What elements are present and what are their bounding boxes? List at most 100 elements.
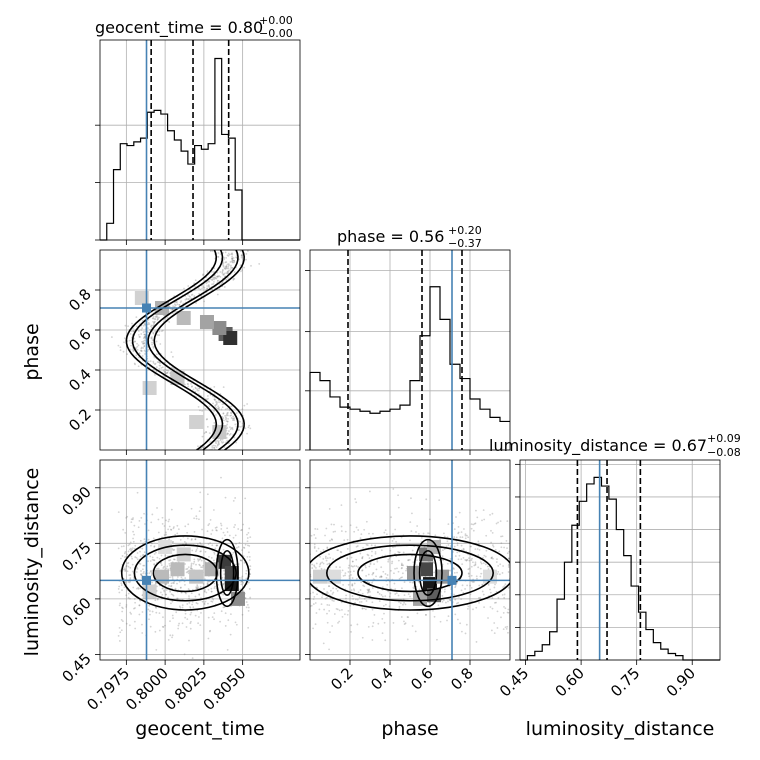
scatter-point: [202, 286, 205, 288]
scatter-point: [179, 586, 182, 589]
scatter-point: [364, 564, 367, 567]
scatter-point: [181, 606, 184, 609]
scatter-point: [124, 531, 127, 534]
scatter-point: [406, 638, 409, 641]
scatter-point: [312, 627, 314, 630]
scatter-point: [130, 518, 133, 521]
scatter-point: [208, 405, 211, 408]
scatter-point: [221, 416, 224, 418]
scatter-point: [151, 317, 154, 320]
scatter-point: [244, 497, 247, 500]
scatter-point: [235, 543, 237, 545]
scatter-point: [194, 387, 197, 390]
scatter-point: [467, 607, 469, 610]
scatter-point: [474, 548, 477, 551]
scatter-point: [201, 528, 203, 531]
scatter-point: [232, 257, 235, 259]
panel-luminosity-distance-vs-geocent-time-frame: [99, 459, 301, 661]
scatter-point: [161, 516, 164, 519]
scatter-point: [319, 563, 322, 566]
y-tick-label-phase: 0.6: [65, 325, 95, 355]
scatter-point: [337, 621, 339, 624]
scatter-point: [447, 544, 450, 546]
scatter-point: [314, 623, 317, 626]
scatter-point: [165, 369, 168, 372]
scatter-point: [336, 608, 339, 611]
scatter-point: [491, 544, 494, 547]
scatter-point: [166, 371, 169, 374]
scatter-point: [134, 363, 136, 366]
scatter-point: [134, 346, 137, 349]
title-luminosity-distance-plus: +0.09: [707, 432, 741, 445]
scatter-point: [224, 267, 227, 270]
scatter-point: [161, 587, 164, 590]
scatter-point: [229, 261, 232, 263]
scatter-point: [449, 569, 452, 572]
panel-grid: [310, 460, 510, 660]
scatter-point: [397, 559, 400, 562]
scatter-point: [156, 334, 159, 336]
scatter-point: [416, 564, 418, 567]
scatter-point: [211, 279, 214, 282]
scatter-point: [190, 538, 193, 541]
scatter-point: [214, 398, 216, 401]
scatter-point: [397, 506, 400, 509]
contours: [125, 250, 245, 450]
scatter-point: [359, 589, 362, 591]
scatter-point: [201, 435, 204, 438]
scatter-point: [170, 585, 172, 588]
hist-line-geocent-time: [100, 57, 300, 241]
scatter-point: [222, 412, 225, 415]
scatter-point: [246, 533, 248, 536]
y-tick-label-luminosity-distance: 0.45: [58, 650, 94, 686]
scatter-point: [163, 371, 166, 373]
scatter-point: [320, 567, 323, 570]
scatter-point: [380, 575, 383, 578]
scatter-point: [124, 567, 126, 570]
scatter-point: [474, 563, 477, 565]
scatter-point: [224, 268, 227, 270]
scatter-point: [144, 353, 146, 355]
scatter-point: [131, 322, 133, 325]
scatter-point: [361, 592, 364, 595]
panel-luminosity-distance-vs-geocent-time: [117, 476, 252, 660]
scatter-point: [143, 344, 146, 347]
scatter-point: [223, 286, 226, 288]
scatter-point: [171, 578, 174, 580]
scatter-point: [148, 366, 151, 369]
scatter-point: [496, 573, 499, 575]
scatter-point: [443, 590, 446, 593]
scatter-point: [126, 515, 129, 518]
scatter-point: [447, 600, 449, 603]
scatter-point: [184, 383, 186, 386]
scatter-point: [121, 606, 123, 609]
scatter-point: [441, 600, 444, 603]
scatter-point: [207, 524, 210, 527]
scatter-point: [226, 411, 229, 414]
scatter-point: [133, 598, 136, 600]
scatter-point: [315, 567, 317, 569]
scatter-point: [241, 269, 243, 271]
scatter-point: [487, 617, 489, 619]
scatter-point: [206, 270, 209, 273]
scatter-point: [221, 406, 224, 409]
contour-line: [120, 535, 250, 611]
scatter-point: [149, 625, 152, 628]
scatter-point: [198, 558, 201, 561]
scatter-point: [168, 562, 171, 565]
scatter-point: [494, 583, 496, 586]
scatter-point: [326, 547, 329, 550]
ylabel-luminosity-distance: luminosity_distance: [21, 468, 43, 657]
scatter-point: [154, 315, 157, 318]
scatter-point: [240, 256, 243, 259]
scatter-point: [343, 539, 346, 542]
scatter-point: [239, 588, 242, 591]
scatter-point: [143, 345, 146, 348]
scatter-point: [231, 417, 234, 420]
scatter-point: [141, 319, 144, 322]
scatter-point: [176, 524, 179, 527]
density-cell: [170, 562, 185, 577]
scatter-point: [355, 565, 358, 567]
scatter-point: [368, 490, 371, 493]
scatter-point: [153, 356, 156, 359]
